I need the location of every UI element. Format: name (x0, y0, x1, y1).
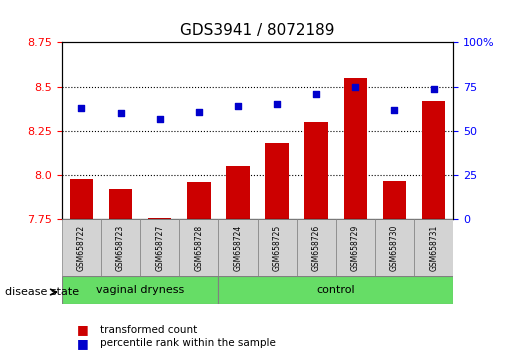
Point (77, 105, 85, 111)
Bar (297, 219, 336, 276)
Text: GSM658731: GSM658731 (429, 225, 438, 271)
Bar (422, 101, 445, 219)
Bar (375, 219, 414, 276)
Bar (414, 219, 453, 276)
Text: GSM658726: GSM658726 (312, 225, 321, 271)
Bar (101, 219, 140, 276)
Text: GSM658727: GSM658727 (155, 225, 164, 271)
Bar (109, 189, 132, 219)
Bar (62, 276, 218, 304)
Text: ■: ■ (77, 337, 89, 350)
Point (351, 84, 359, 90)
Text: GSM658725: GSM658725 (272, 225, 282, 271)
Text: GSM658730: GSM658730 (390, 224, 399, 271)
Point (116, 110, 125, 116)
Bar (218, 219, 258, 276)
Text: transformed count: transformed count (100, 325, 198, 335)
Text: GSM658728: GSM658728 (194, 225, 203, 271)
Bar (62, 219, 101, 276)
Bar (258, 219, 297, 276)
Text: GSM658723: GSM658723 (116, 225, 125, 271)
Point (156, 116, 164, 121)
Text: GSM658724: GSM658724 (233, 225, 243, 271)
Bar (344, 78, 367, 219)
Text: vaginal dryness: vaginal dryness (96, 285, 184, 295)
Bar (187, 182, 211, 219)
Text: ■: ■ (77, 324, 89, 336)
Bar (304, 122, 328, 219)
Bar (336, 219, 375, 276)
Bar (383, 181, 406, 219)
Text: GSM658729: GSM658729 (351, 225, 360, 271)
Bar (148, 218, 171, 219)
Point (234, 103, 242, 109)
Point (390, 107, 399, 113)
Text: disease state: disease state (5, 287, 79, 297)
Point (273, 102, 281, 107)
Bar (226, 166, 250, 219)
Point (312, 91, 320, 97)
Bar (218, 276, 453, 304)
Bar (179, 219, 218, 276)
Text: GSM658722: GSM658722 (77, 225, 86, 271)
Bar (70, 179, 93, 219)
Point (195, 109, 203, 114)
Bar (265, 143, 289, 219)
Bar (140, 219, 179, 276)
Text: control: control (316, 285, 355, 295)
Text: percentile rank within the sample: percentile rank within the sample (100, 338, 277, 348)
Point (430, 86, 438, 91)
Text: GDS3941 / 8072189: GDS3941 / 8072189 (180, 23, 335, 38)
